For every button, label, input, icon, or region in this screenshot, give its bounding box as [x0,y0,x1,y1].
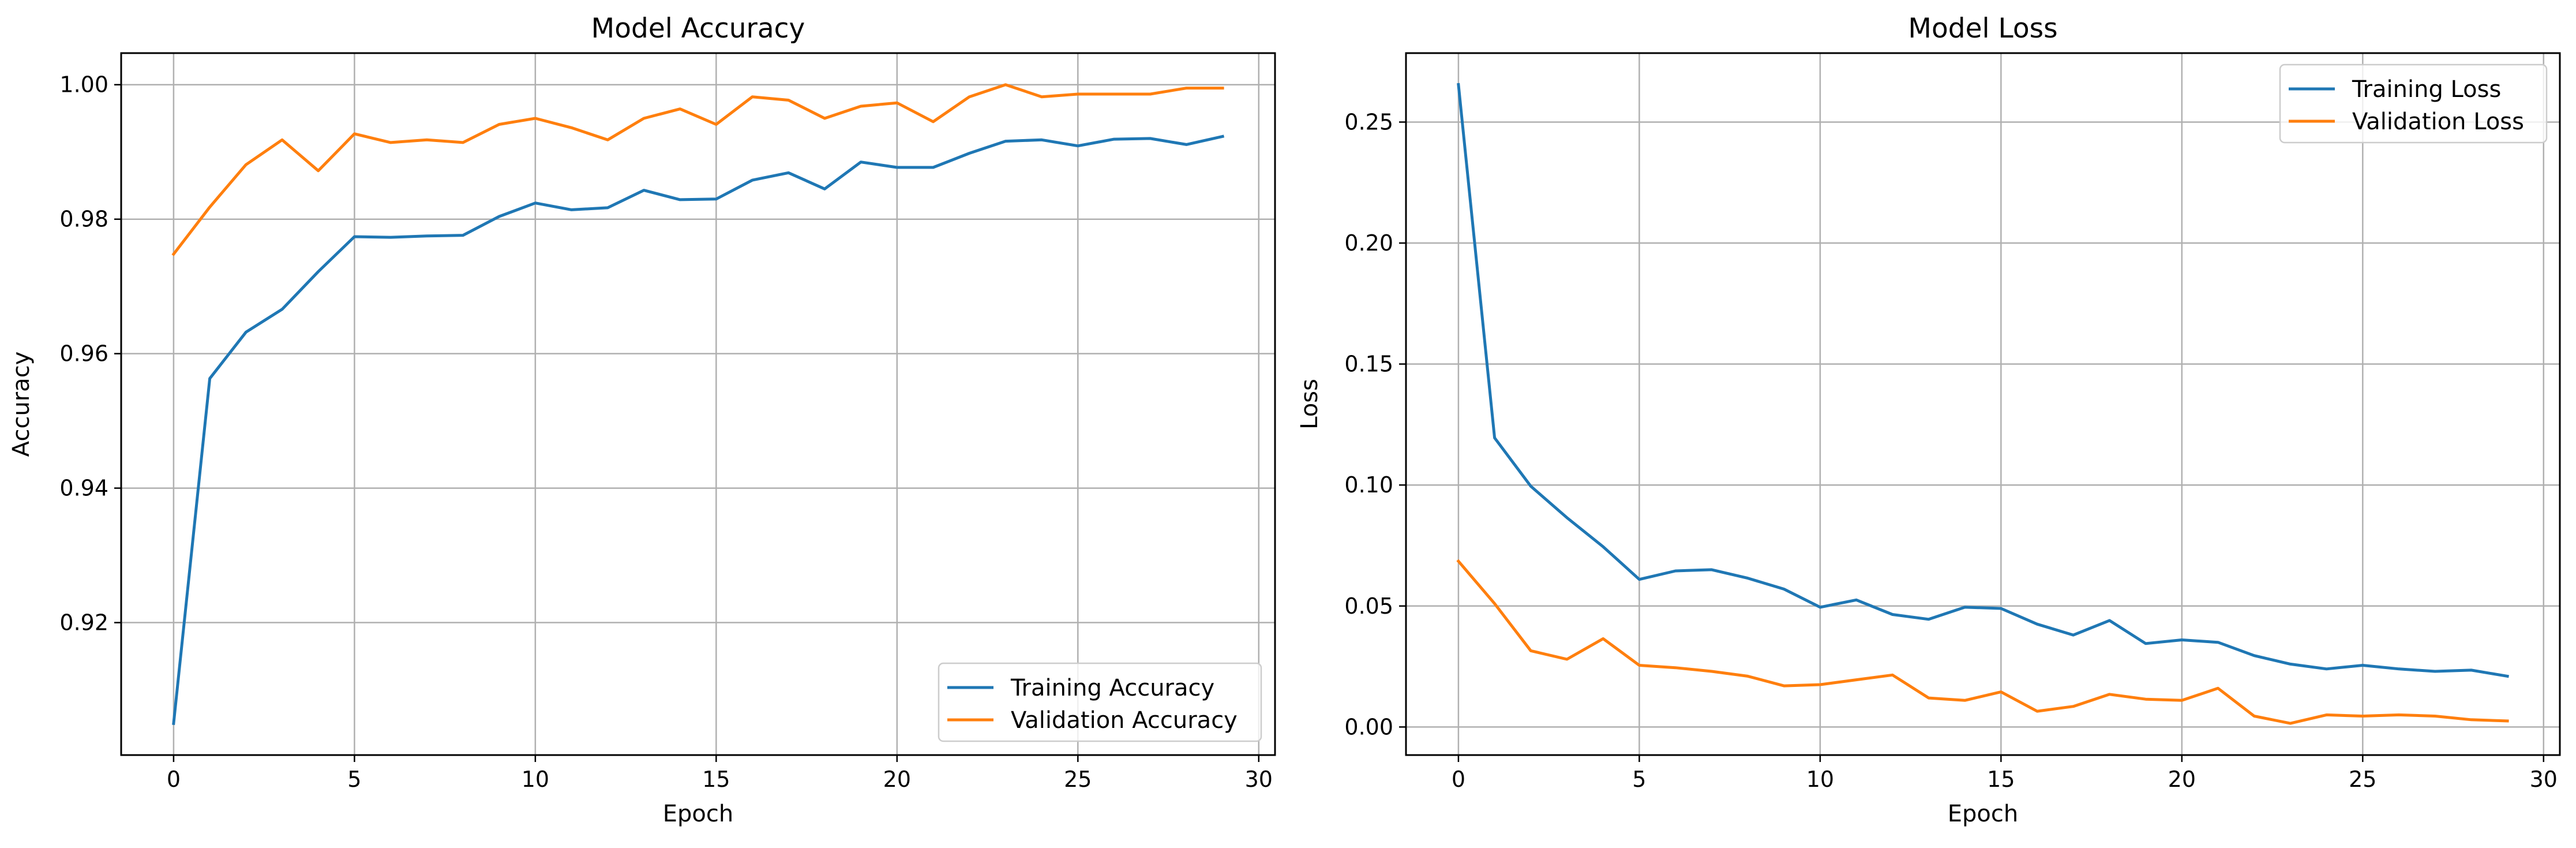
accuracy-series-line-training [172,135,1225,726]
loss-legend-label-training: Training Loss [2352,76,2501,103]
loss-chart-title: Model Loss [1908,13,2057,44]
loss-x-tick-label: 10 [1806,767,1834,792]
loss-x-tick-label: 20 [2168,767,2196,792]
accuracy-y-tick-label: 0.92 [59,610,108,636]
accuracy-legend-box [938,662,1262,742]
accuracy-ticks: 0 5 10 15 20 25 30 0.92 0.94 0.96 0.98 1.00 [59,72,1273,792]
accuracy-legend: Training Accuracy Validation Accuracy [938,662,1262,742]
loss-chart: 0 5 10 15 20 25 30 0.00 0.05 0.10 0.15 0.20 0.25 Mod… [1296,13,2561,827]
loss-y-tick-label: 0.20 [1344,230,1393,256]
loss-x-tick-label: 5 [1632,767,1646,792]
accuracy-grid [121,53,1275,755]
accuracy-chart: 0 5 10 15 20 25 30 0.92 0.94 0.96 0.98 1.00 Model A… [8,13,1276,827]
accuracy-y-tick-label: 0.96 [59,341,108,367]
loss-y-tick-label: 0.05 [1344,593,1393,619]
accuracy-x-tick-label: 10 [522,767,549,792]
accuracy-x-axis-label: Epoch [663,801,733,827]
loss-x-axis-label: Epoch [1948,801,2018,827]
accuracy-legend-label-validation: Validation Accuracy [1011,707,1238,734]
loss-series-line-validation [1456,559,2509,725]
accuracy-plot-frame [120,52,1276,756]
loss-x-tick-label: 30 [2530,767,2558,792]
accuracy-series [171,83,1225,726]
loss-legend: Training Loss Validation Loss [2279,63,2548,144]
loss-series-line-training [1457,83,2509,678]
loss-y-tick-label: 0.15 [1344,352,1393,377]
loss-y-tick-label: 0.00 [1344,714,1393,739]
loss-y-tick-label: 0.10 [1344,472,1393,498]
accuracy-y-tick-label: 0.98 [59,207,108,232]
accuracy-x-tick-label: 0 [167,767,181,792]
accuracy-x-tick-label: 15 [702,767,730,792]
loss-ticks: 0 5 10 15 20 25 30 0.00 0.05 0.10 0.15 0.20 0.25 [1344,109,2558,792]
accuracy-x-tick-label: 20 [883,767,911,792]
loss-x-tick-label: 25 [2349,767,2376,792]
loss-legend-label-validation: Validation Loss [2352,109,2524,135]
accuracy-chart-title: Model Accuracy [591,13,805,44]
loss-y-axis-label: Loss [1296,379,1323,429]
accuracy-y-axis-label: Accuracy [8,352,35,457]
accuracy-y-tick-label: 1.00 [59,72,108,98]
accuracy-legend-label-training: Training Accuracy [1010,675,1214,701]
loss-series [1456,83,2509,725]
accuracy-x-tick-label: 25 [1064,767,1092,792]
loss-plot-frame [1405,52,2561,756]
accuracy-x-tick-label: 30 [1245,767,1273,792]
loss-x-tick-label: 0 [1452,767,1465,792]
loss-legend-box [2279,63,2548,144]
accuracy-y-tick-label: 0.94 [59,476,108,501]
loss-x-tick-label: 15 [1987,767,2015,792]
accuracy-series-line-validation [171,83,1224,256]
accuracy-x-tick-label: 5 [347,767,361,792]
loss-y-tick-label: 0.25 [1344,109,1393,135]
